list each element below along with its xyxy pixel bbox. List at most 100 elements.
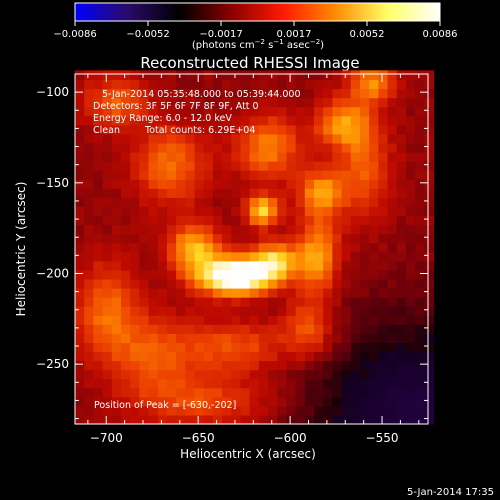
heatmap-cell <box>415 124 425 135</box>
heatmap-cell <box>359 206 370 217</box>
heatmap-cell <box>111 396 122 407</box>
heatmap-cell <box>240 405 251 416</box>
heatmap-cell <box>139 133 150 144</box>
heatmap-cell <box>75 197 85 207</box>
heatmap-cell <box>323 297 333 307</box>
heatmap-cell <box>424 97 435 108</box>
heatmap-cell <box>222 269 232 280</box>
heatmap-cell <box>415 224 425 235</box>
heatmap-cell <box>157 224 168 235</box>
heatmap-cell <box>396 224 407 235</box>
heatmap-cell <box>268 79 278 90</box>
heatmap-cell <box>415 142 425 153</box>
heatmap-cell <box>286 161 297 171</box>
heatmap-cell <box>295 233 306 244</box>
heatmap-cell <box>75 70 85 81</box>
heatmap-cell <box>424 405 435 416</box>
heatmap-cell <box>148 378 159 389</box>
heatmap-cell <box>84 170 94 180</box>
heatmap-cell <box>194 188 205 198</box>
heatmap-cell <box>304 188 315 198</box>
heatmap-cell <box>120 315 131 325</box>
heatmap-cell <box>148 351 159 362</box>
heatmap-cell <box>203 396 214 407</box>
heatmap-cell <box>84 396 94 407</box>
heatmap-cell <box>378 179 389 189</box>
heatmap-cell <box>424 233 435 244</box>
heatmap-cell <box>185 251 196 262</box>
heatmap-cell <box>185 188 196 198</box>
heatmap-cell <box>332 215 343 226</box>
heatmap-cell <box>212 342 223 353</box>
heatmap-cell <box>405 179 416 189</box>
heatmap-cell <box>185 161 196 171</box>
heatmap-cell <box>314 179 324 189</box>
heatmap-cell <box>240 79 251 90</box>
heatmap-cell <box>102 342 113 353</box>
heatmap-cell <box>203 324 214 334</box>
heatmap-cell <box>130 188 140 198</box>
heatmap-cell <box>130 278 140 289</box>
heatmap-cell <box>249 161 260 171</box>
x-tick-label: −550 <box>366 431 399 445</box>
heatmap-cell <box>359 414 370 425</box>
heatmap-cell <box>130 251 140 262</box>
heatmap-cell <box>286 306 297 316</box>
heatmap-cell <box>341 387 352 398</box>
heatmap-cell <box>387 106 398 117</box>
heatmap-cell <box>369 106 379 117</box>
heatmap-cell <box>268 260 278 271</box>
heatmap-cell <box>258 70 269 81</box>
heatmap-cell <box>341 88 352 99</box>
heatmap-cell <box>130 97 140 108</box>
heatmap-cell <box>387 278 398 289</box>
heatmap-cell <box>203 315 214 325</box>
heatmap-cell <box>240 342 251 353</box>
heatmap-cell <box>139 115 150 126</box>
heatmap-cell <box>139 378 150 389</box>
heatmap-cell <box>176 269 186 280</box>
heatmap-cell <box>130 224 140 235</box>
heatmap-cell <box>314 233 324 244</box>
heatmap-cell <box>268 97 278 108</box>
heatmap-cell <box>166 269 177 280</box>
heatmap-cell <box>424 378 435 389</box>
heatmap-cell <box>111 242 122 253</box>
heatmap-cell <box>295 278 306 289</box>
heatmap-cell <box>203 297 214 307</box>
heatmap-cell <box>240 306 251 316</box>
heatmap-cell <box>405 161 416 171</box>
heatmap-cell <box>157 396 168 407</box>
heatmap-cell <box>120 342 131 353</box>
heatmap-cell <box>240 369 251 380</box>
heatmap-cell <box>176 297 186 307</box>
heatmap-cell <box>120 360 131 371</box>
heatmap-cell <box>258 297 269 307</box>
heatmap-cell <box>405 133 416 144</box>
heatmap-cell <box>268 315 278 325</box>
heatmap-cell <box>258 115 269 126</box>
heatmap-cell <box>405 287 416 298</box>
heatmap-cell <box>405 224 416 235</box>
heatmap-cell <box>102 206 113 217</box>
heatmap-cell <box>249 260 260 271</box>
heatmap-cell <box>332 197 343 207</box>
heatmap-cell <box>350 161 361 171</box>
heatmap-cell <box>268 297 278 307</box>
heatmap-cell <box>130 115 140 126</box>
heatmap-cell <box>212 188 223 198</box>
heatmap-cell <box>249 287 260 298</box>
heatmap-cell <box>323 142 333 153</box>
heatmap-cell <box>75 287 85 298</box>
heatmap-cell <box>240 278 251 289</box>
heatmap-cell <box>314 369 324 380</box>
heatmap-cell <box>341 179 352 189</box>
heatmap-cell <box>111 297 122 307</box>
heatmap-cell <box>120 387 131 398</box>
heatmap-cell <box>332 115 343 126</box>
heatmap-cell <box>166 278 177 289</box>
heatmap-cell <box>120 170 131 180</box>
heatmap-cell <box>424 224 435 235</box>
heatmap-cell <box>359 287 370 298</box>
heatmap-cell <box>277 142 288 153</box>
